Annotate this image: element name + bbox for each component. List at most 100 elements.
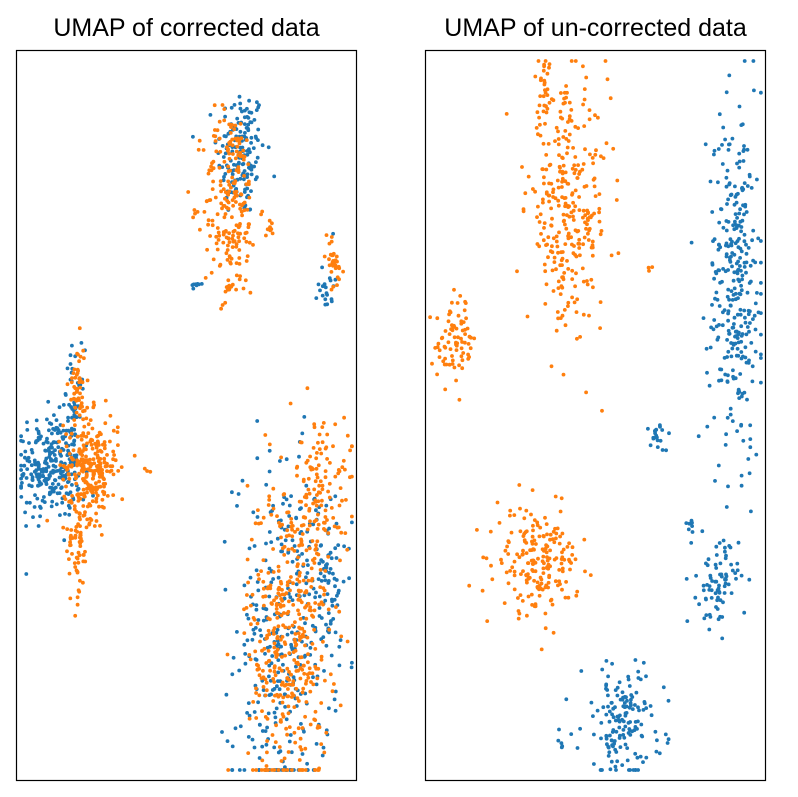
scatter-point <box>530 541 535 546</box>
scatter-point <box>333 277 338 282</box>
scatter-point <box>517 483 522 487</box>
scatter-point <box>47 421 52 425</box>
scatter-point <box>569 108 574 112</box>
scatter-point <box>252 164 256 169</box>
scatter-point <box>300 752 305 756</box>
scatter-point <box>54 425 59 430</box>
scatter-point <box>256 138 260 143</box>
scatter-point <box>84 475 89 479</box>
scatter-point <box>270 221 274 226</box>
scatter-point <box>707 584 712 588</box>
scatter-point <box>739 350 744 354</box>
scatter-point <box>307 546 312 551</box>
scatter-point <box>268 668 272 673</box>
scatter-point <box>329 556 334 561</box>
scatter-point <box>66 419 70 423</box>
scatter-point <box>458 294 463 298</box>
scatter-point <box>296 555 300 560</box>
scatter-point <box>739 225 744 229</box>
scatter-point <box>535 580 540 585</box>
scatter-point <box>255 155 260 160</box>
scatter-point <box>293 632 298 636</box>
scatter-point <box>238 129 243 134</box>
scatter-point <box>541 566 546 571</box>
scatter-point <box>546 255 550 260</box>
scatter-point <box>275 514 279 518</box>
scatter-point <box>84 447 88 452</box>
scatter-point <box>274 607 279 611</box>
scatter-point <box>320 265 324 270</box>
scatter-point <box>267 674 271 679</box>
scatter-point <box>333 266 338 271</box>
scatter-point <box>246 122 251 127</box>
scatter-point <box>229 125 233 129</box>
scatter-point <box>566 205 571 210</box>
scatter-point <box>648 704 653 708</box>
scatter-point <box>306 660 310 665</box>
scatter-point <box>731 368 735 373</box>
scatter-point <box>542 80 547 85</box>
scatter-point <box>560 155 564 160</box>
scatter-point <box>569 59 574 63</box>
scatter-point <box>227 254 232 259</box>
scatter-point <box>249 141 254 145</box>
scatter-point <box>556 738 561 743</box>
scatter-point <box>295 564 300 569</box>
scatter-point <box>225 652 230 657</box>
scatter-point <box>295 696 300 700</box>
scatter-point <box>220 303 225 307</box>
scatter-point <box>298 736 303 741</box>
scatter-point <box>300 690 305 695</box>
scatter-point <box>623 705 627 709</box>
scatter-point <box>730 251 735 255</box>
scatter-point <box>713 562 718 567</box>
scatter-point <box>524 508 529 513</box>
scatter-point <box>296 726 301 731</box>
scatter-point <box>255 419 260 423</box>
scatter-point <box>759 356 763 360</box>
scatter-point <box>223 587 228 592</box>
scatter-point <box>547 199 551 204</box>
scatter-point <box>611 146 616 151</box>
scatter-point <box>560 566 565 571</box>
scatter-point <box>64 491 69 496</box>
scatter-point <box>448 309 452 314</box>
scatter-point <box>689 240 694 245</box>
scatter-point <box>653 428 657 433</box>
scatter-point <box>329 619 333 623</box>
scatter-point <box>283 642 288 646</box>
scatter-point <box>70 552 74 556</box>
scatter-point <box>78 517 82 522</box>
scatter-point <box>322 669 326 673</box>
scatter-point <box>216 238 221 242</box>
scatter-point <box>318 568 323 572</box>
scatter-point <box>305 558 309 563</box>
scatter-point <box>207 198 212 203</box>
scatter-point <box>29 463 34 468</box>
scatter-point <box>314 682 319 687</box>
scatter-point <box>550 244 554 249</box>
scatter-point <box>253 177 258 182</box>
scatter-point <box>620 690 625 695</box>
scatter-point <box>586 211 590 216</box>
scatter-point <box>309 680 313 684</box>
scatter-point <box>751 317 755 321</box>
scatter-point <box>320 440 325 445</box>
scatter-point <box>59 471 63 476</box>
scatter-point <box>74 398 79 403</box>
scatter-point <box>446 340 451 345</box>
scatter-point <box>573 155 578 159</box>
scatter-point <box>621 728 626 732</box>
scatter-point <box>278 719 283 724</box>
scatter-point <box>279 613 284 618</box>
scatter-point <box>79 401 84 406</box>
scatter-point <box>726 373 730 378</box>
scatter-point <box>260 729 265 733</box>
scatter-point <box>684 577 689 581</box>
scatter-point <box>313 595 317 600</box>
scatter-point <box>113 458 118 463</box>
scatter-point <box>317 602 321 607</box>
scatter-point <box>275 616 280 620</box>
scatter-point <box>540 547 545 552</box>
scatter-point <box>332 682 336 686</box>
